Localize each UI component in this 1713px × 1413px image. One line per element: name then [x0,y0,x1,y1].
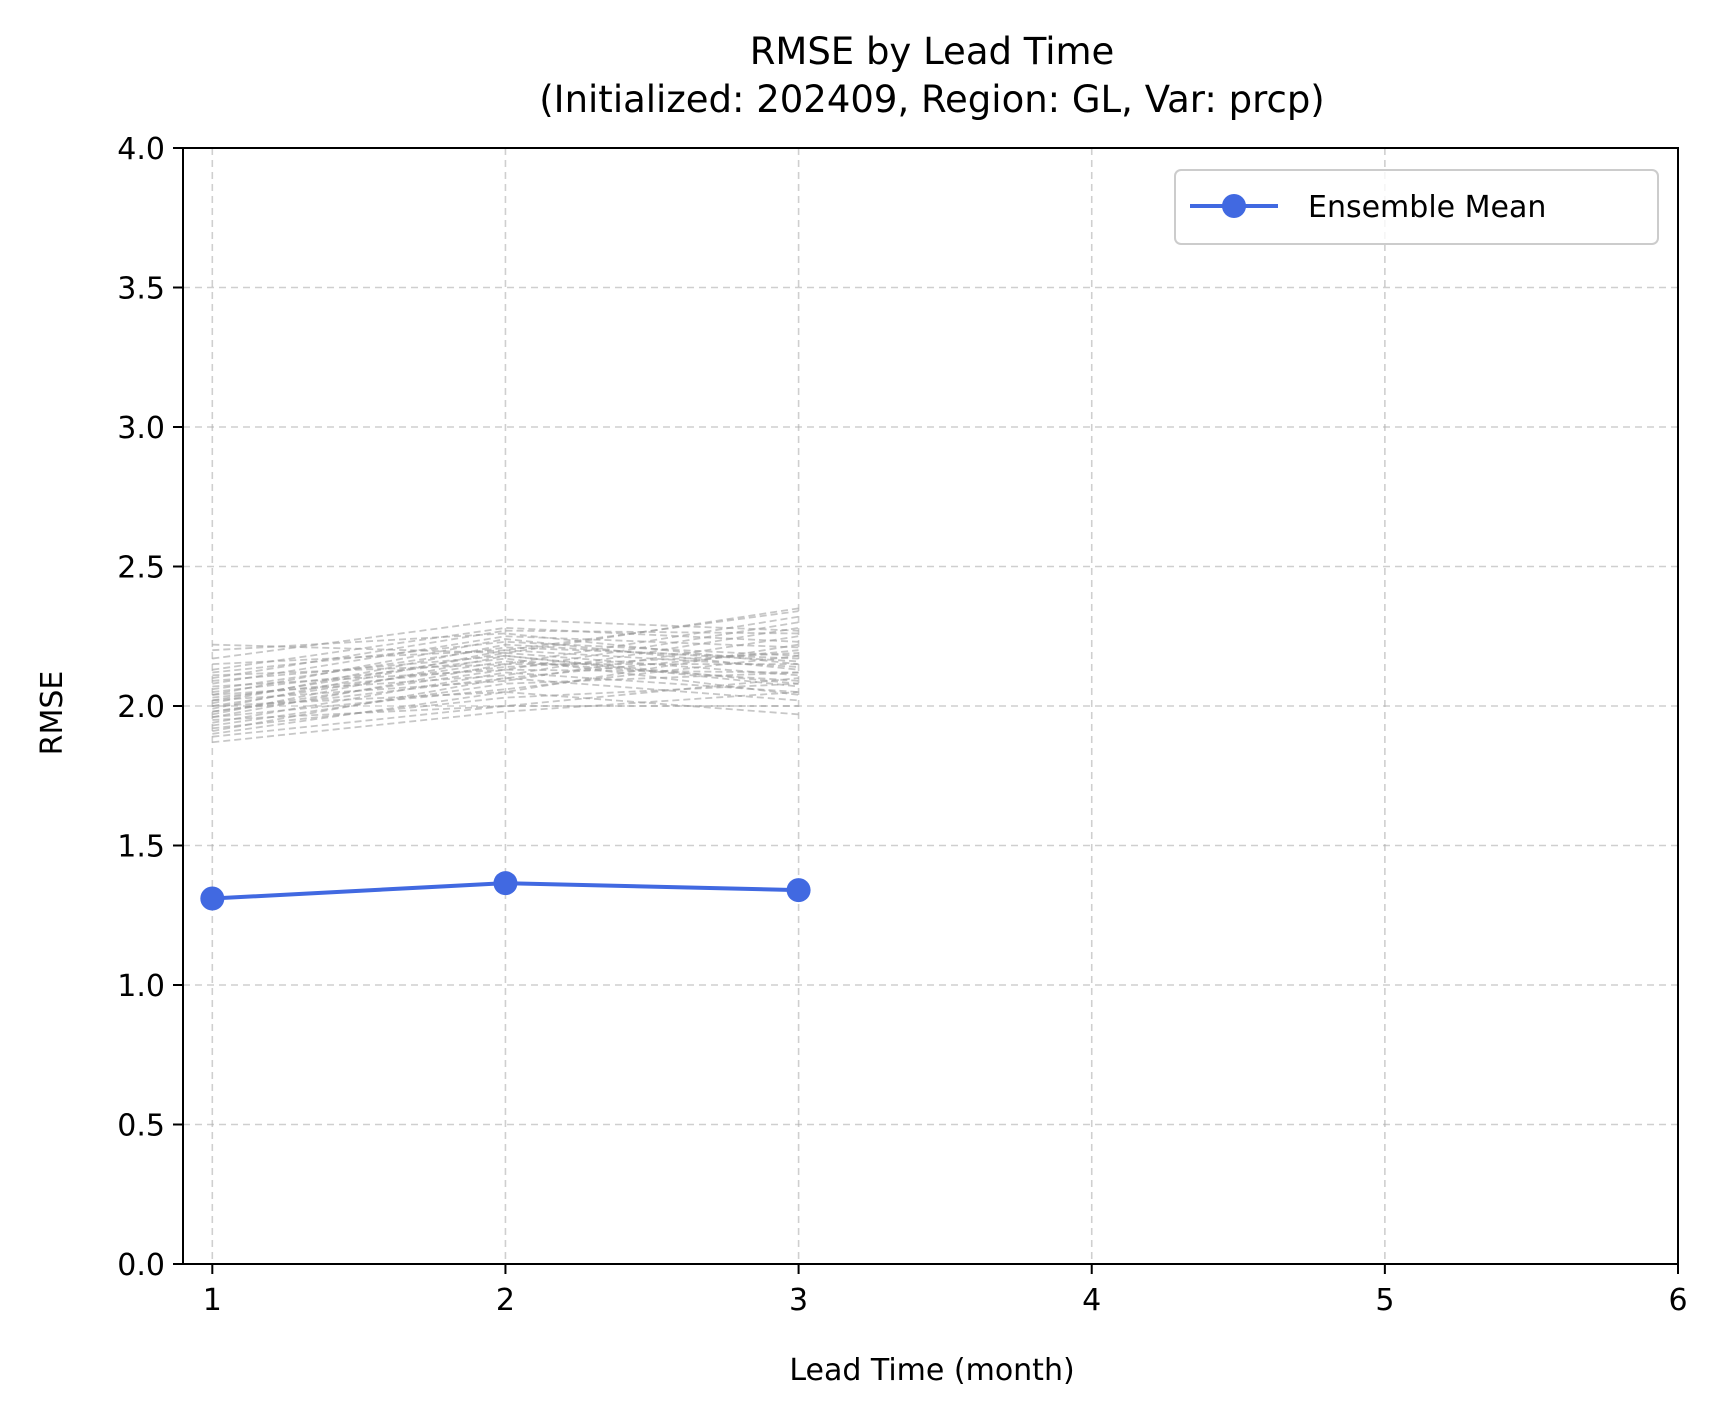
ensemble-mean-point [493,871,518,896]
x-tick-label: 2 [496,1283,515,1318]
ensemble-member-line [212,610,799,666]
ensemble-member-line [212,677,799,721]
y-tick-label: 3.5 [117,272,165,307]
ensemble-member-line [212,652,799,699]
chart-subtitle: (Initialized: 202409, Region: GL, Var: p… [539,78,1325,121]
x-axis-label: Lead Time (month) [789,1353,1074,1388]
y-tick-label: 3.0 [117,411,165,446]
y-axis-ticks: 0.0 0.5 1.0 1.5 2.0 2.5 3.0 3.5 4.0 [117,132,183,1283]
legend-entry-ensemble-mean: Ensemble Mean [1308,190,1546,225]
x-tick-label: 1 [203,1283,222,1318]
y-tick-label: 2.0 [117,690,165,725]
ensemble-member-line [212,705,799,738]
x-tick-label: 3 [789,1283,808,1318]
y-axis-label: RMSE [35,671,70,756]
series-lines [200,871,811,911]
legend-box [1174,169,1659,245]
ensemble-member-line [212,638,799,696]
ensemble-member-lines [212,607,799,744]
x-tick-label: 4 [1082,1283,1101,1318]
ensemble-member-line [212,682,799,730]
ensemble-member-line [212,663,799,719]
ensemble-member-line [212,632,799,666]
x-tick-label: 6 [1668,1283,1687,1318]
ensemble-mean-point [786,878,811,903]
ensemble-member-line [212,640,799,674]
ensemble-member-line [212,649,799,710]
ensemble-member-line [212,691,799,744]
x-tick-label: 5 [1375,1283,1394,1318]
x-axis-ticks: 1 2 3 4 5 6 [203,1264,1688,1318]
ensemble-mean-point [200,886,225,911]
y-tick-label: 2.5 [117,551,165,586]
y-tick-label: 4.0 [117,132,165,167]
y-tick-label: 1.5 [117,830,165,865]
ensemble-member-line [212,677,799,732]
ensemble-member-line [212,654,799,685]
ensemble-member-line [212,671,799,724]
legend-marker-sample [1222,194,1246,218]
y-tick-label: 0.5 [117,1109,165,1144]
legend: Ensemble Mean [1174,169,1659,245]
ensemble-member-line [212,654,799,716]
chart-title: RMSE by Lead Time [750,30,1115,73]
y-tick-label: 1.0 [117,969,165,1004]
y-tick-label: 0.0 [117,1248,165,1283]
ensemble-member-line [212,607,799,654]
ensemble-member-line [212,643,799,705]
